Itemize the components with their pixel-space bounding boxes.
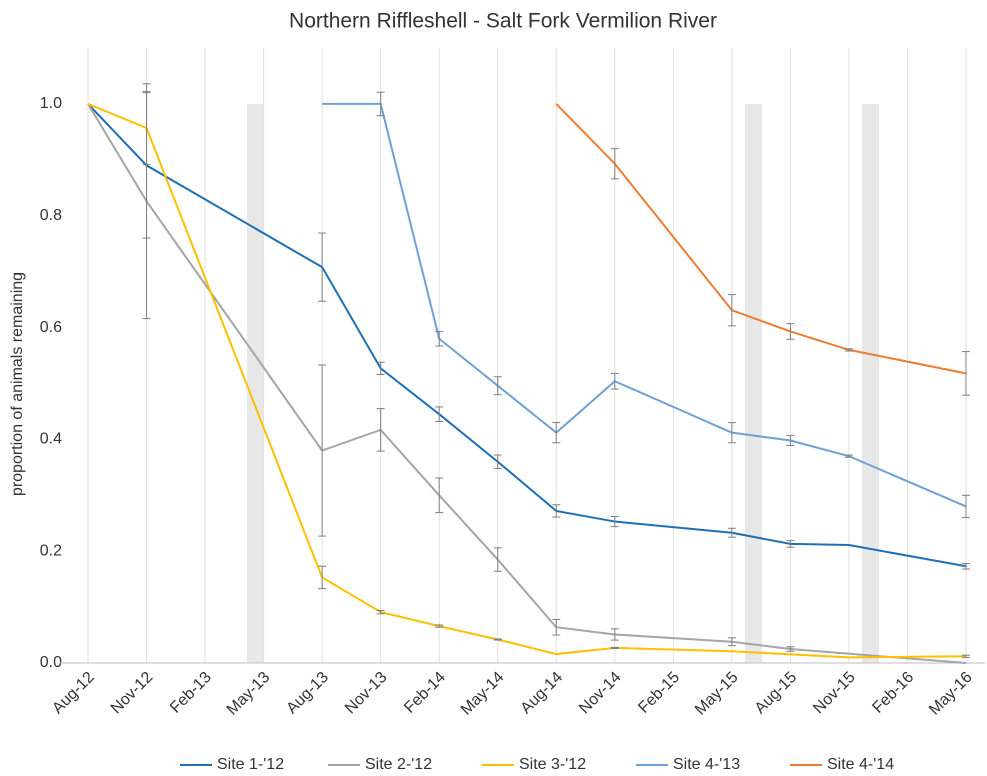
x-tick-label: Feb-13: [167, 669, 215, 717]
error-bar: [962, 494, 970, 519]
error-bar: [552, 422, 561, 444]
error-bar: [844, 348, 853, 352]
x-tick-label: Aug-15: [752, 669, 801, 718]
shade-band: [862, 104, 879, 663]
error-bar: [435, 477, 444, 514]
error-bar: [962, 562, 970, 570]
error-bar: [727, 527, 736, 538]
error-bar: [318, 565, 327, 590]
series-line: [322, 102, 967, 508]
error-bar: [493, 638, 502, 641]
error-bar: [727, 422, 736, 444]
error-bar: [552, 618, 561, 636]
series-line: [87, 103, 967, 568]
chart-title: Northern Riffleshell - Salt Fork Vermili…: [289, 10, 717, 33]
series-line: [555, 103, 967, 375]
error-bar: [786, 434, 795, 447]
x-tick-label: May-13: [224, 669, 274, 719]
x-tick-label: Nov-14: [576, 669, 625, 718]
error-bar: [552, 504, 561, 518]
x-tick-label: Nov-15: [810, 669, 859, 718]
legend-label: Site 4-'13: [673, 756, 740, 773]
error-bar: [435, 406, 444, 422]
error-bar: [318, 232, 327, 302]
error-bar: [727, 637, 736, 647]
y-tick-label: 0.6: [40, 319, 62, 336]
y-tick-label: 1.0: [40, 95, 62, 112]
x-tick-label: Aug-14: [518, 669, 567, 718]
error-bar: [318, 364, 327, 537]
x-tick-label: Aug-13: [283, 669, 332, 718]
x-tick-label: May-16: [926, 669, 976, 719]
error-bar: [376, 361, 385, 376]
error-bar: [786, 646, 795, 652]
legend-label: Site 1-'12: [217, 756, 284, 773]
error-bar: [493, 454, 502, 469]
error-bar: [727, 294, 736, 327]
y-tick-label: 0.8: [40, 207, 62, 224]
x-tick-label: Nov-13: [342, 669, 391, 718]
y-tick-label: 0.0: [40, 654, 62, 671]
legend-label: Site 3-'12: [519, 756, 586, 773]
error-bar: [610, 516, 619, 528]
error-bar: [962, 351, 970, 396]
legend-label: Site 4-'14: [827, 756, 894, 773]
series-line: [87, 102, 967, 659]
error-bar: [610, 646, 619, 649]
y-tick-label: 0.4: [40, 431, 62, 448]
error-bar: [610, 628, 619, 641]
legend-label: Site 2-'12: [365, 756, 432, 773]
error-bar: [962, 654, 970, 658]
error-bar: [435, 330, 444, 347]
error-bar: [376, 408, 385, 452]
error-bar: [493, 376, 502, 396]
x-tick-label: Feb-15: [635, 669, 683, 717]
error-bar: [844, 454, 853, 458]
y-tick-label: 0.2: [40, 542, 62, 559]
error-bar: [142, 91, 151, 165]
error-bar: [610, 148, 619, 180]
x-tick-label: Feb-16: [869, 669, 917, 717]
y-axis-label: proportion of animals remaining: [9, 272, 26, 496]
error-bar: [435, 624, 444, 628]
x-tick-label: Nov-12: [108, 669, 157, 718]
x-tick-label: Aug-12: [49, 669, 98, 718]
error-bar: [786, 540, 795, 548]
series-line: [87, 103, 967, 664]
shade-band: [247, 104, 264, 663]
error-bar: [786, 323, 795, 340]
error-bar: [493, 547, 502, 572]
shade-band: [745, 104, 762, 663]
x-tick-label: May-15: [692, 669, 742, 719]
error-bar: [610, 372, 619, 390]
x-tick-label: May-14: [458, 669, 508, 719]
error-bar: [376, 609, 385, 615]
error-bar: [376, 91, 385, 117]
x-tick-label: Feb-14: [401, 669, 449, 717]
